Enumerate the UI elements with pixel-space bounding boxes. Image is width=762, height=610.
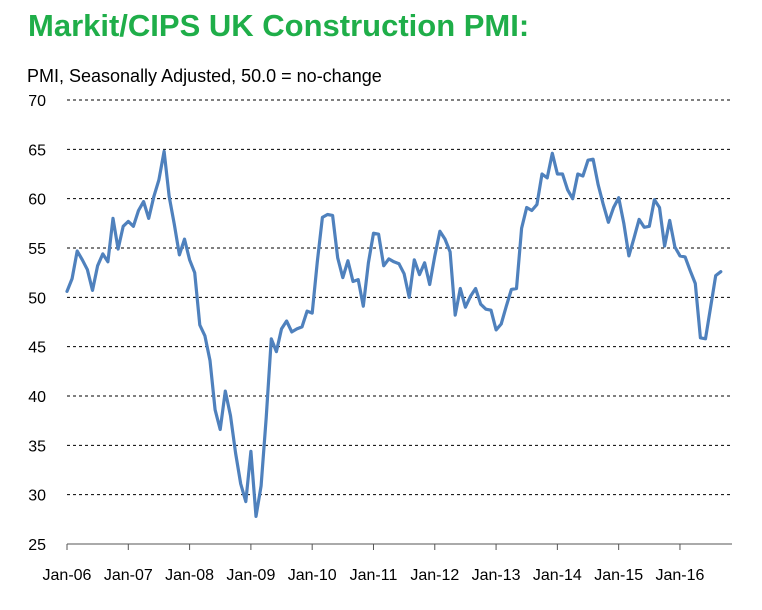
chart-subtitle: PMI, Seasonally Adjusted, 50.0 = no-chan… [27, 66, 382, 86]
axes [66, 543, 732, 550]
x-axis-tick-labels: Jan-06 Jan-07 Jan-08 Jan-09 Jan-10 Jan-11 Jan-… [43, 567, 705, 584]
y-tick-label: 30 [28, 488, 46, 505]
y-tick-label: 70 [28, 93, 46, 110]
x-tick-label: Jan-13 [472, 567, 521, 584]
y-tick-label: 40 [28, 389, 46, 406]
y-tick-label: 45 [28, 340, 46, 357]
x-tick-label: Jan-12 [410, 567, 459, 584]
x-tick-label: Jan-16 [655, 567, 704, 584]
x-tick-label: Jan-09 [226, 567, 275, 584]
y-tick-label: 50 [28, 290, 46, 307]
x-tick-label: Jan-15 [594, 567, 643, 584]
y-tick-label: 35 [28, 438, 46, 455]
chart-title: Markit/CIPS UK Construction PMI: [28, 8, 530, 43]
y-tick-label: 25 [28, 537, 46, 554]
x-tick-label: Jan-14 [533, 567, 582, 584]
y-tick-label: 60 [28, 192, 46, 209]
y-tick-label: 55 [28, 241, 46, 258]
gridlines [67, 99, 732, 496]
x-tick-label: Jan-11 [350, 567, 398, 584]
x-tick-label: Jan-08 [165, 567, 214, 584]
series-layer [65, 149, 723, 519]
x-tick-label: Jan-07 [104, 567, 153, 584]
x-tick-label: Jan-10 [288, 567, 337, 584]
series-line-0 [65, 149, 723, 519]
y-axis-tick-labels: 25 30 35 40 45 50 55 60 65 70 [28, 93, 46, 554]
y-tick-label: 65 [28, 142, 46, 159]
x-tick-label: Jan-06 [43, 567, 92, 584]
